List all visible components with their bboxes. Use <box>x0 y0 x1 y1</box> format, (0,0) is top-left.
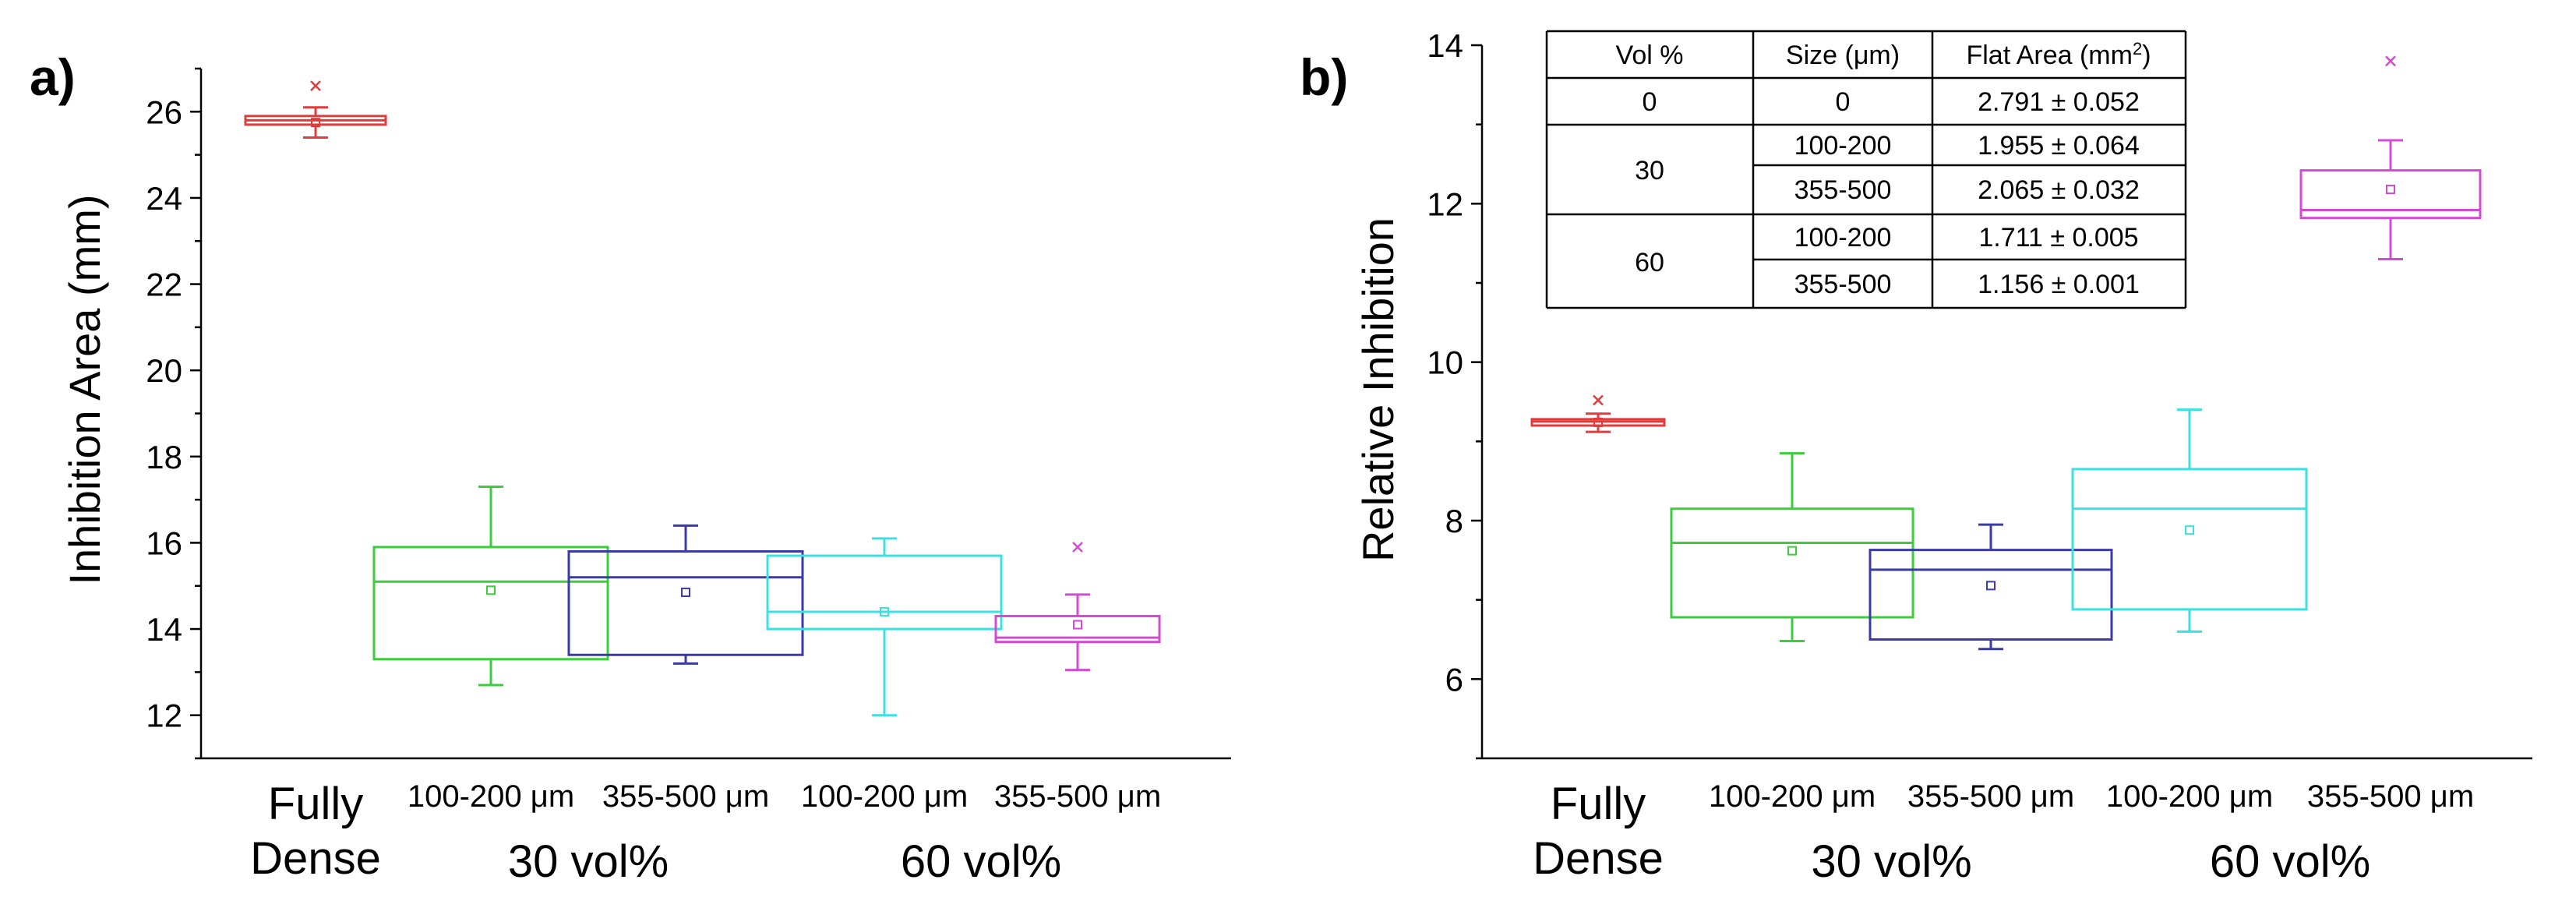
table-header-size: Size (μm) <box>1786 41 1900 70</box>
y-tick-label: 6 <box>1445 661 1463 698</box>
x-category-label: 355-500 μm <box>994 779 1161 814</box>
table-cell-area: 1.711 ± 0.005 <box>1978 223 2138 253</box>
table-header-area-text: Flat Area (mm <box>1966 41 2132 70</box>
group-label-60vol: 60 vol% <box>901 836 1061 887</box>
box-body <box>372 546 609 661</box>
table-cell-vol: 30 <box>1635 156 1664 185</box>
mean-marker <box>880 606 889 616</box>
table-cell-size: 100-200 <box>1794 223 1892 253</box>
box-plot <box>1530 394 1666 433</box>
group-label-30vol: 30 vol% <box>508 836 669 887</box>
y-tick-label: 26 <box>146 94 182 130</box>
table-header-area-close: ) <box>2142 41 2151 70</box>
table-cell-area: 1.955 ± 0.064 <box>1978 131 2140 161</box>
y-tick-label: 16 <box>146 525 182 561</box>
panel-a-axes: 12 14 16 18 20 22 24 26 <box>146 67 1231 760</box>
mean-marker <box>2185 525 2194 535</box>
mean-marker <box>486 585 496 595</box>
inset-table: Vol % Size (μm) Flat Area (mm2) 0 0 2.79… <box>1545 30 2187 309</box>
panel-a-xlabels: 100-200 μm 355-500 μm 100-200 μm 355-500 μm… <box>250 779 1161 887</box>
panel-a: a) Inhibition Area (mm) 12 14 16 18 20 22 24 26… <box>30 48 1231 887</box>
outlier-marker <box>310 80 321 92</box>
box-plot <box>2299 55 2482 260</box>
panel-a-ylabel: Inhibition Area (mm) <box>60 194 109 585</box>
y-tick-label: 22 <box>146 267 182 303</box>
mean-marker <box>1787 546 1797 556</box>
mean-marker <box>2386 185 2395 195</box>
table-header-area-superscript: 2 <box>2133 39 2142 58</box>
mean-marker <box>1593 417 1603 427</box>
outlier-marker <box>1072 542 1083 553</box>
box-body <box>766 554 1003 631</box>
panel-a-boxes <box>244 80 1161 717</box>
mean-marker <box>1073 620 1082 630</box>
group-label-fully: Fully <box>268 779 363 829</box>
outlier-marker <box>1593 394 1604 406</box>
x-category-label: 355-500 μm <box>602 779 769 814</box>
y-tick-label: 12 <box>1427 185 1463 222</box>
group-label-60vol: 60 vol% <box>2210 836 2370 887</box>
table-cell-size: 100-200 <box>1794 131 1892 161</box>
x-category-label: 355-500 μm <box>2307 779 2474 814</box>
table-cell-vol: 60 <box>1635 248 1664 277</box>
group-label-30vol: 30 vol% <box>1811 836 1971 887</box>
y-tick-label: 20 <box>146 352 182 389</box>
y-tick-label: 18 <box>146 439 182 475</box>
x-category-label: 100-200 μm <box>801 779 968 814</box>
mean-marker <box>1986 581 1996 591</box>
y-tick-label: 10 <box>1427 344 1463 381</box>
group-label-dense: Dense <box>1533 833 1664 884</box>
panel-b: b) Relative Inhibition 6 8 10 12 14 100-200 … <box>1300 27 2532 887</box>
box-plot <box>994 542 1161 672</box>
table-cell-area: 2.791 ± 0.052 <box>1978 87 2140 117</box>
panel-b-axes: 6 8 10 12 14 <box>1427 27 2532 760</box>
x-category-label: 355-500 μm <box>1907 779 2074 814</box>
box-body <box>567 550 804 656</box>
table-cell-size: 355-500 <box>1794 270 1892 299</box>
table-cell-vol: 0 <box>1643 87 1657 117</box>
y-tick-label: 14 <box>1427 27 1463 64</box>
box-plot <box>2071 408 2308 633</box>
box-plot <box>244 80 387 139</box>
box-plot <box>1670 452 1914 643</box>
box-body <box>1670 507 1914 619</box>
table-cell-size: 355-500 <box>1794 175 1892 205</box>
outlier-marker <box>2385 55 2396 67</box>
x-category-label: 100-200 μm <box>1709 779 1876 814</box>
y-tick-label: 8 <box>1445 503 1463 539</box>
table-cell-size: 0 <box>1836 87 1851 117</box>
mean-marker <box>311 118 320 128</box>
box-body <box>2071 468 2308 611</box>
table-cell-area: 1.156 ± 0.001 <box>1978 270 2140 299</box>
x-category-label: 100-200 μm <box>408 779 574 814</box>
box-body <box>2299 169 2482 220</box>
table-cell-area: 2.065 ± 0.032 <box>1978 175 2140 205</box>
box-body <box>1868 549 2113 641</box>
group-label-fully: Fully <box>1551 779 1646 829</box>
box-plot <box>766 537 1003 717</box>
box-plot <box>567 524 804 665</box>
panel-b-boxes <box>1530 55 2482 651</box>
panel-a-label: a) <box>30 48 76 106</box>
panel-b-ylabel: Relative Inhibition <box>1353 217 1403 562</box>
y-tick-label: 24 <box>146 180 182 217</box>
box-body <box>994 614 1161 644</box>
group-label-dense: Dense <box>250 833 381 884</box>
panel-b-label: b) <box>1300 48 1348 106</box>
y-tick-label: 12 <box>146 698 182 734</box>
table-header-vol: Vol % <box>1616 41 1684 70</box>
box-plot <box>1868 523 2113 651</box>
x-category-label: 100-200 μm <box>2106 779 2273 814</box>
table-header-area: Flat Area (mm2) <box>1966 39 2151 70</box>
y-tick-label: 14 <box>146 611 182 648</box>
mean-marker <box>681 588 690 598</box>
panel-b-xlabels: 100-200 μm 355-500 μm 100-200 μm 355-500 μm… <box>1533 779 2474 887</box>
